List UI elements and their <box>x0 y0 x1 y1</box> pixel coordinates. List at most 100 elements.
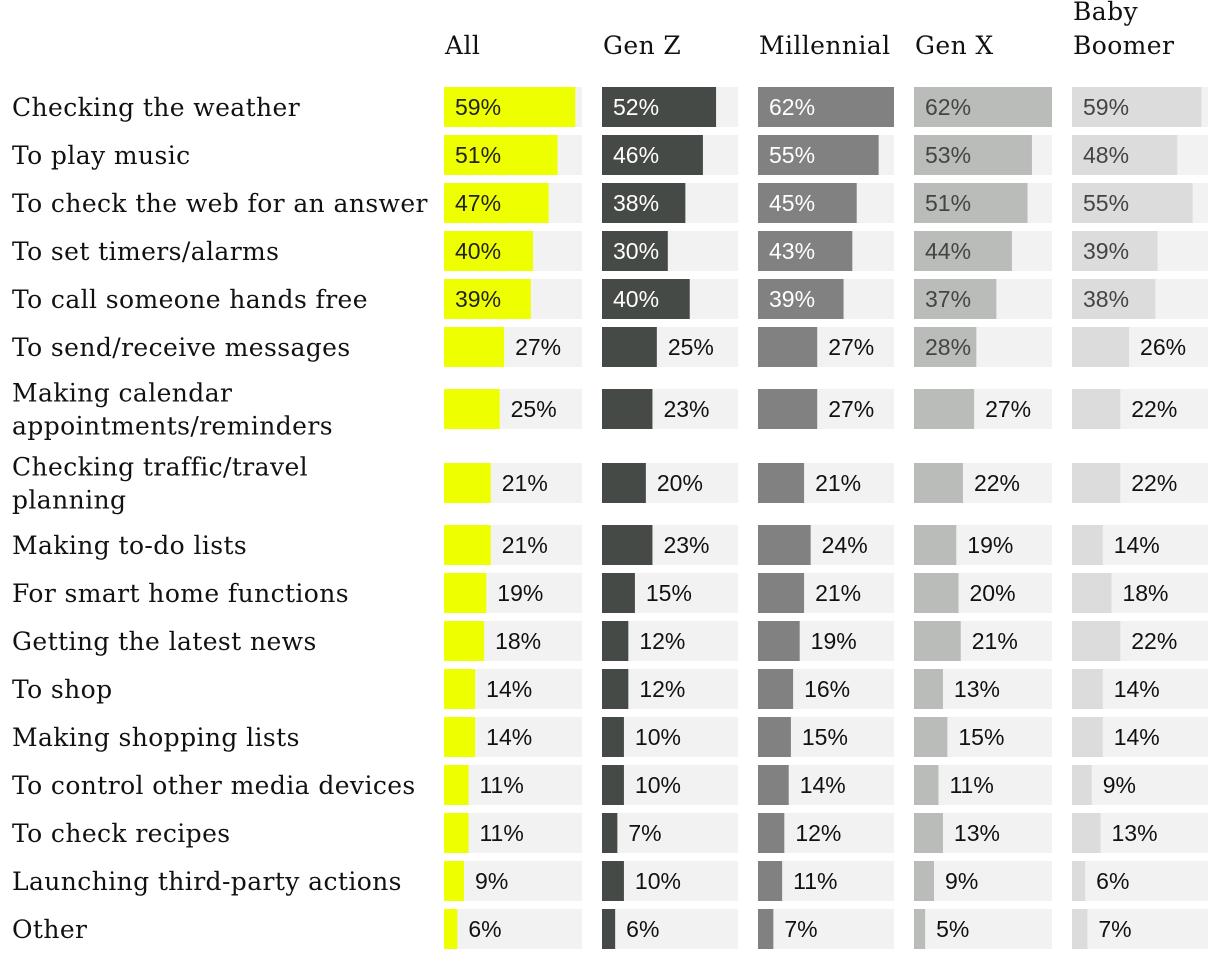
data-label: 12% <box>639 628 685 654</box>
row-label: Launching third-party actions <box>12 867 402 896</box>
bar <box>758 813 785 853</box>
data-label: 22% <box>974 470 1020 496</box>
bar-track <box>1072 765 1208 805</box>
bar <box>914 909 926 949</box>
bar <box>602 525 653 565</box>
row-label: To control other media devices <box>12 771 416 800</box>
bar <box>758 463 805 503</box>
bar <box>758 135 879 175</box>
row-label: To check recipes <box>12 819 231 848</box>
row-label: planning <box>12 486 126 515</box>
data-label: 19% <box>497 580 543 606</box>
bar <box>758 909 774 949</box>
data-label: 27% <box>828 396 874 422</box>
bar <box>758 573 805 613</box>
bar <box>602 463 646 503</box>
bar <box>914 717 948 757</box>
bar <box>914 621 961 661</box>
data-label: 7% <box>1098 916 1131 942</box>
bar <box>444 573 487 613</box>
row-label: To play music <box>12 141 191 170</box>
bar <box>444 135 558 175</box>
bar <box>602 909 616 949</box>
data-label: 7% <box>628 820 661 846</box>
bar <box>1072 765 1092 805</box>
data-label: 9% <box>945 868 978 894</box>
bar <box>914 669 943 709</box>
bar <box>914 813 943 853</box>
bar <box>1072 813 1101 853</box>
bar <box>602 765 624 805</box>
data-label: 39% <box>769 286 815 312</box>
bar <box>1072 231 1158 271</box>
data-label: 14% <box>486 676 532 702</box>
bar <box>444 389 500 429</box>
column-header: All <box>444 31 480 60</box>
data-label: 20% <box>970 580 1016 606</box>
data-label: 47% <box>455 190 501 216</box>
bar <box>914 135 1032 175</box>
row-label: To call someone hands free <box>12 285 368 314</box>
data-label: 14% <box>1114 532 1160 558</box>
bar <box>914 573 959 613</box>
bar-track <box>602 909 738 949</box>
bar-track <box>602 861 738 901</box>
data-label: 23% <box>663 396 709 422</box>
data-label: 14% <box>800 772 846 798</box>
data-label: 13% <box>1112 820 1158 846</box>
column-header: Baby <box>1073 0 1138 26</box>
bar <box>1072 669 1103 709</box>
bar <box>602 813 618 853</box>
bar <box>602 87 717 127</box>
bar <box>602 573 635 613</box>
data-label: 51% <box>455 142 501 168</box>
data-label: 28% <box>925 334 971 360</box>
data-label: 21% <box>815 470 861 496</box>
column-header: Millennial <box>759 31 890 60</box>
data-label: 18% <box>495 628 541 654</box>
data-label: 27% <box>985 396 1031 422</box>
data-label: 38% <box>613 190 659 216</box>
bar <box>914 231 1012 271</box>
bar-track <box>1072 861 1208 901</box>
bar-track <box>444 909 582 949</box>
bar <box>602 327 657 367</box>
row-label: Getting the latest news <box>12 627 317 656</box>
data-label: 21% <box>972 628 1018 654</box>
bar <box>602 389 653 429</box>
data-label: 18% <box>1122 580 1168 606</box>
bar <box>758 389 818 429</box>
data-label: 22% <box>1131 628 1177 654</box>
data-label: 19% <box>811 628 857 654</box>
bar <box>914 463 963 503</box>
data-label: 16% <box>804 676 850 702</box>
data-label: 40% <box>455 238 501 264</box>
data-label: 21% <box>502 470 548 496</box>
data-label: 14% <box>1114 724 1160 750</box>
bar-track <box>602 765 738 805</box>
bar <box>758 765 789 805</box>
bar <box>758 231 853 271</box>
bar-track <box>758 909 894 949</box>
data-label: 10% <box>635 772 681 798</box>
data-label: 52% <box>613 94 659 120</box>
bar <box>444 669 476 709</box>
bar <box>444 231 534 271</box>
data-label: 15% <box>646 580 692 606</box>
column-header: Gen Z <box>603 31 681 60</box>
data-label: 39% <box>1083 238 1129 264</box>
bar <box>444 765 469 805</box>
data-label: 14% <box>486 724 532 750</box>
bar <box>602 861 624 901</box>
bar <box>914 183 1028 223</box>
data-label: 10% <box>635 724 681 750</box>
bar-track <box>1072 909 1208 949</box>
data-label: 22% <box>1131 470 1177 496</box>
bar <box>914 525 957 565</box>
bar <box>602 279 690 319</box>
data-label: 14% <box>1114 676 1160 702</box>
data-label: 53% <box>925 142 971 168</box>
bar <box>1072 525 1103 565</box>
data-label: 13% <box>954 820 1000 846</box>
data-label: 6% <box>468 916 501 942</box>
